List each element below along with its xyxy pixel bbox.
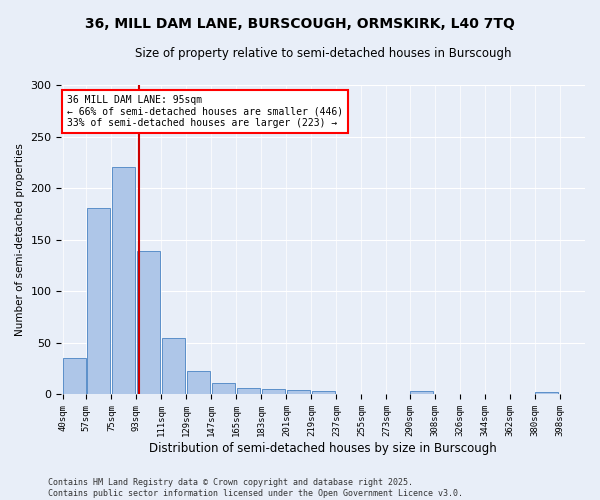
Title: Size of property relative to semi-detached houses in Burscough: Size of property relative to semi-detach… bbox=[135, 48, 511, 60]
Text: 36 MILL DAM LANE: 95sqm
← 66% of semi-detached houses are smaller (446)
33% of s: 36 MILL DAM LANE: 95sqm ← 66% of semi-de… bbox=[67, 94, 343, 128]
Bar bbox=[137, 251, 160, 394]
Bar bbox=[187, 371, 209, 394]
Bar bbox=[63, 358, 86, 394]
Bar bbox=[87, 208, 110, 394]
Bar bbox=[262, 390, 284, 394]
Bar bbox=[212, 383, 235, 394]
Bar bbox=[162, 338, 185, 394]
Bar bbox=[312, 392, 335, 394]
Bar bbox=[535, 392, 558, 394]
Text: Contains HM Land Registry data © Crown copyright and database right 2025.
Contai: Contains HM Land Registry data © Crown c… bbox=[48, 478, 463, 498]
Bar bbox=[237, 388, 260, 394]
Text: 36, MILL DAM LANE, BURSCOUGH, ORMSKIRK, L40 7TQ: 36, MILL DAM LANE, BURSCOUGH, ORMSKIRK, … bbox=[85, 18, 515, 32]
Bar bbox=[112, 166, 134, 394]
Bar bbox=[287, 390, 310, 394]
Bar bbox=[410, 392, 433, 394]
X-axis label: Distribution of semi-detached houses by size in Burscough: Distribution of semi-detached houses by … bbox=[149, 442, 497, 455]
Y-axis label: Number of semi-detached properties: Number of semi-detached properties bbox=[15, 144, 25, 336]
